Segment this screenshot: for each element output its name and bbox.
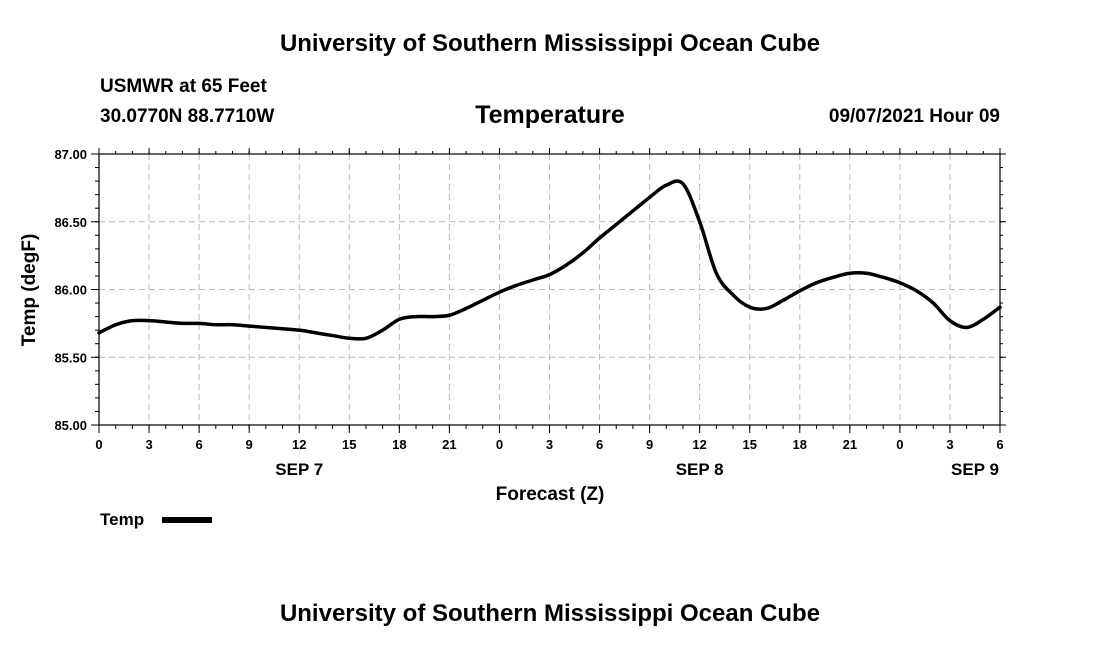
temp-data-point [464, 306, 468, 311]
temp-data-point [514, 283, 518, 288]
x-date-label: SEP 7 [275, 460, 323, 479]
temp-data-point [798, 289, 802, 293]
x-tick-label: 0 [95, 437, 102, 452]
temp-data-point [898, 281, 902, 285]
temp-data-point [581, 251, 585, 255]
x-tick-label: 3 [145, 437, 152, 452]
temp-data-point [280, 327, 285, 331]
temp-data-point [948, 319, 952, 323]
y-tick-label: 87.00 [54, 147, 87, 162]
x-tick-label: 21 [843, 437, 857, 452]
temp-data-point [914, 289, 919, 293]
temp-data-point [814, 281, 819, 285]
temp-data-point [664, 183, 668, 187]
temp-data-point [381, 328, 385, 332]
temp-data-point [197, 321, 201, 325]
legend-label: Temp [100, 510, 144, 529]
temp-data-point [180, 321, 185, 325]
temp-data-point [931, 301, 935, 305]
x-tick-label: 3 [546, 437, 553, 452]
temp-data-point [648, 195, 652, 199]
y-axis-label: Temp (degF) [19, 234, 40, 347]
temp-data-point [130, 319, 134, 323]
x-tick-label: 12 [692, 437, 706, 452]
temp-data-point [164, 320, 168, 324]
temp-data-point [347, 336, 351, 340]
temp-data-point [965, 325, 969, 330]
temp-data-point [564, 263, 568, 267]
x-axis-label: Forecast (Z) [496, 484, 605, 505]
y-tick-label: 85.50 [54, 350, 87, 365]
station-label: USMWR at 65 Feet [100, 76, 267, 97]
temp-data-point [497, 290, 502, 294]
temp-data-point [114, 323, 118, 327]
temp-data-point [330, 333, 335, 338]
x-tick-label: 15 [342, 437, 356, 452]
axis-ticks [91, 148, 1006, 433]
temp-data-point [831, 275, 835, 279]
temp-data-point [547, 272, 552, 277]
y-tick-label: 86.50 [54, 215, 87, 230]
temp-data-point [981, 317, 985, 321]
axis-labels: 85.00 85.50 86.00 86.50 87.00 0 3 6 9 12 15 18 21 0 3 6… [54, 147, 1003, 479]
temp-data-point [264, 325, 268, 330]
x-tick-label: 21 [442, 437, 456, 452]
temp-data-point [214, 323, 218, 327]
temp-data-point [297, 328, 301, 332]
y-tick-label: 86.00 [54, 283, 87, 298]
station-coordinates: 30.0770N 88.7710W [100, 106, 275, 127]
temp-data-point [731, 293, 735, 297]
x-tick-label: 3 [946, 437, 953, 452]
temp-data-point [848, 271, 852, 275]
temp-data-point [698, 220, 702, 224]
x-tick-label: 9 [646, 437, 653, 452]
temp-data-point [431, 315, 435, 319]
temp-data-point [597, 236, 602, 240]
temp-data-point [764, 306, 769, 311]
y-tick-label: 85.00 [54, 418, 87, 433]
temp-data-point [614, 222, 618, 227]
temp-data-point [97, 331, 101, 335]
temp-data-point [481, 298, 485, 302]
x-tick-label: 18 [793, 437, 807, 452]
x-tick-label: 12 [292, 437, 306, 452]
temp-data-point [781, 298, 785, 302]
temp-data-point [230, 323, 235, 327]
x-date-label: SEP 9 [951, 460, 999, 479]
grid [99, 154, 1000, 425]
temp-data-point [414, 315, 418, 319]
temp-data-point [631, 209, 635, 213]
temp-data-point [998, 305, 1002, 309]
forecast-datetime: 09/07/2021 Hour 09 [828, 106, 1000, 127]
temp-data-point [881, 275, 885, 279]
temp-data-point [147, 319, 151, 323]
page-title: University of Southern Mississippi Ocean… [279, 30, 821, 57]
x-tick-label: 0 [496, 437, 503, 452]
temp-data-point [681, 182, 685, 186]
x-date-label: SEP 8 [676, 460, 724, 479]
x-tick-label: 6 [596, 437, 603, 452]
x-tick-label: 6 [996, 437, 1003, 452]
temp-data-point [531, 278, 535, 282]
temp-data-point [447, 313, 451, 317]
temp-data-point [397, 317, 401, 321]
x-tick-label: 9 [246, 437, 253, 452]
chart-title: Temperature [475, 101, 625, 129]
x-tick-label: 15 [742, 437, 756, 452]
temp-data-point [714, 271, 718, 275]
x-tick-label: 6 [195, 437, 202, 452]
temp-series-points [97, 182, 1002, 340]
temp-data-point [748, 305, 752, 309]
temp-data-point [314, 331, 318, 335]
temp-data-point [364, 336, 368, 340]
temp-data-point [247, 324, 251, 328]
x-tick-label: 18 [392, 437, 406, 452]
footer-title: University of Southern Mississippi Ocean… [279, 600, 821, 627]
x-tick-label: 0 [896, 437, 903, 452]
temp-data-point [864, 271, 869, 275]
